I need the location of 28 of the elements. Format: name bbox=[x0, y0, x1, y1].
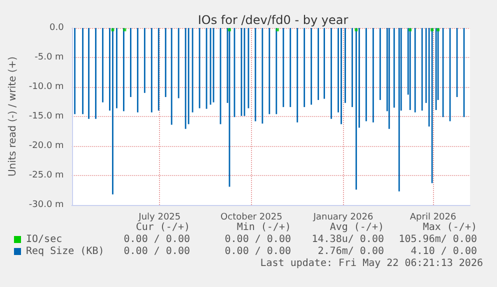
y-tick-label: -15.0 m bbox=[28, 112, 64, 122]
legend-label: Req Size (KB) bbox=[26, 246, 104, 257]
text: Max (-/+) bbox=[422, 222, 477, 233]
legend-label: IO/sec bbox=[26, 234, 62, 245]
text: 0.00 / 0.00 bbox=[224, 234, 291, 245]
text: Avg (-/+) bbox=[330, 222, 384, 233]
text: Last update: Fri May 22 06:21:13 2026 bbox=[260, 258, 483, 269]
x-tick-label: April 2026 bbox=[410, 212, 457, 222]
text: 105.96m/ 0.00 bbox=[398, 234, 477, 245]
text: Cur (-/+) bbox=[136, 222, 190, 233]
y-tick-label: 0.0 bbox=[49, 23, 64, 33]
chart-title: IOs for /dev/fd0 - by year bbox=[198, 13, 348, 27]
y-tick-label: -30.0 m bbox=[28, 200, 64, 210]
text: 0.00 / 0.00 bbox=[224, 246, 291, 257]
text: Min (-/+) bbox=[236, 222, 291, 233]
y-tick-label: -10.0 m bbox=[28, 82, 64, 92]
x-tick-label: January 2026 bbox=[312, 212, 374, 222]
text: 2.76m/ 0.00 bbox=[318, 246, 384, 257]
y-tick-label: -25.0 m bbox=[28, 170, 64, 180]
x-tick-label: October 2025 bbox=[220, 212, 282, 222]
y-tick-label: -5.0 m bbox=[34, 52, 64, 62]
text: 0.00 / 0.00 bbox=[124, 234, 190, 245]
text: 14.38u/ 0.00 bbox=[312, 234, 384, 245]
text: 0.00 / 0.00 bbox=[124, 246, 190, 257]
y-axis-title: Units read (-) / write (+) bbox=[8, 56, 18, 177]
x-tick-label: July 2025 bbox=[138, 212, 181, 222]
text: 4.10 / 0.00 bbox=[410, 246, 477, 257]
y-tick-label: -20.0 m bbox=[28, 141, 64, 151]
